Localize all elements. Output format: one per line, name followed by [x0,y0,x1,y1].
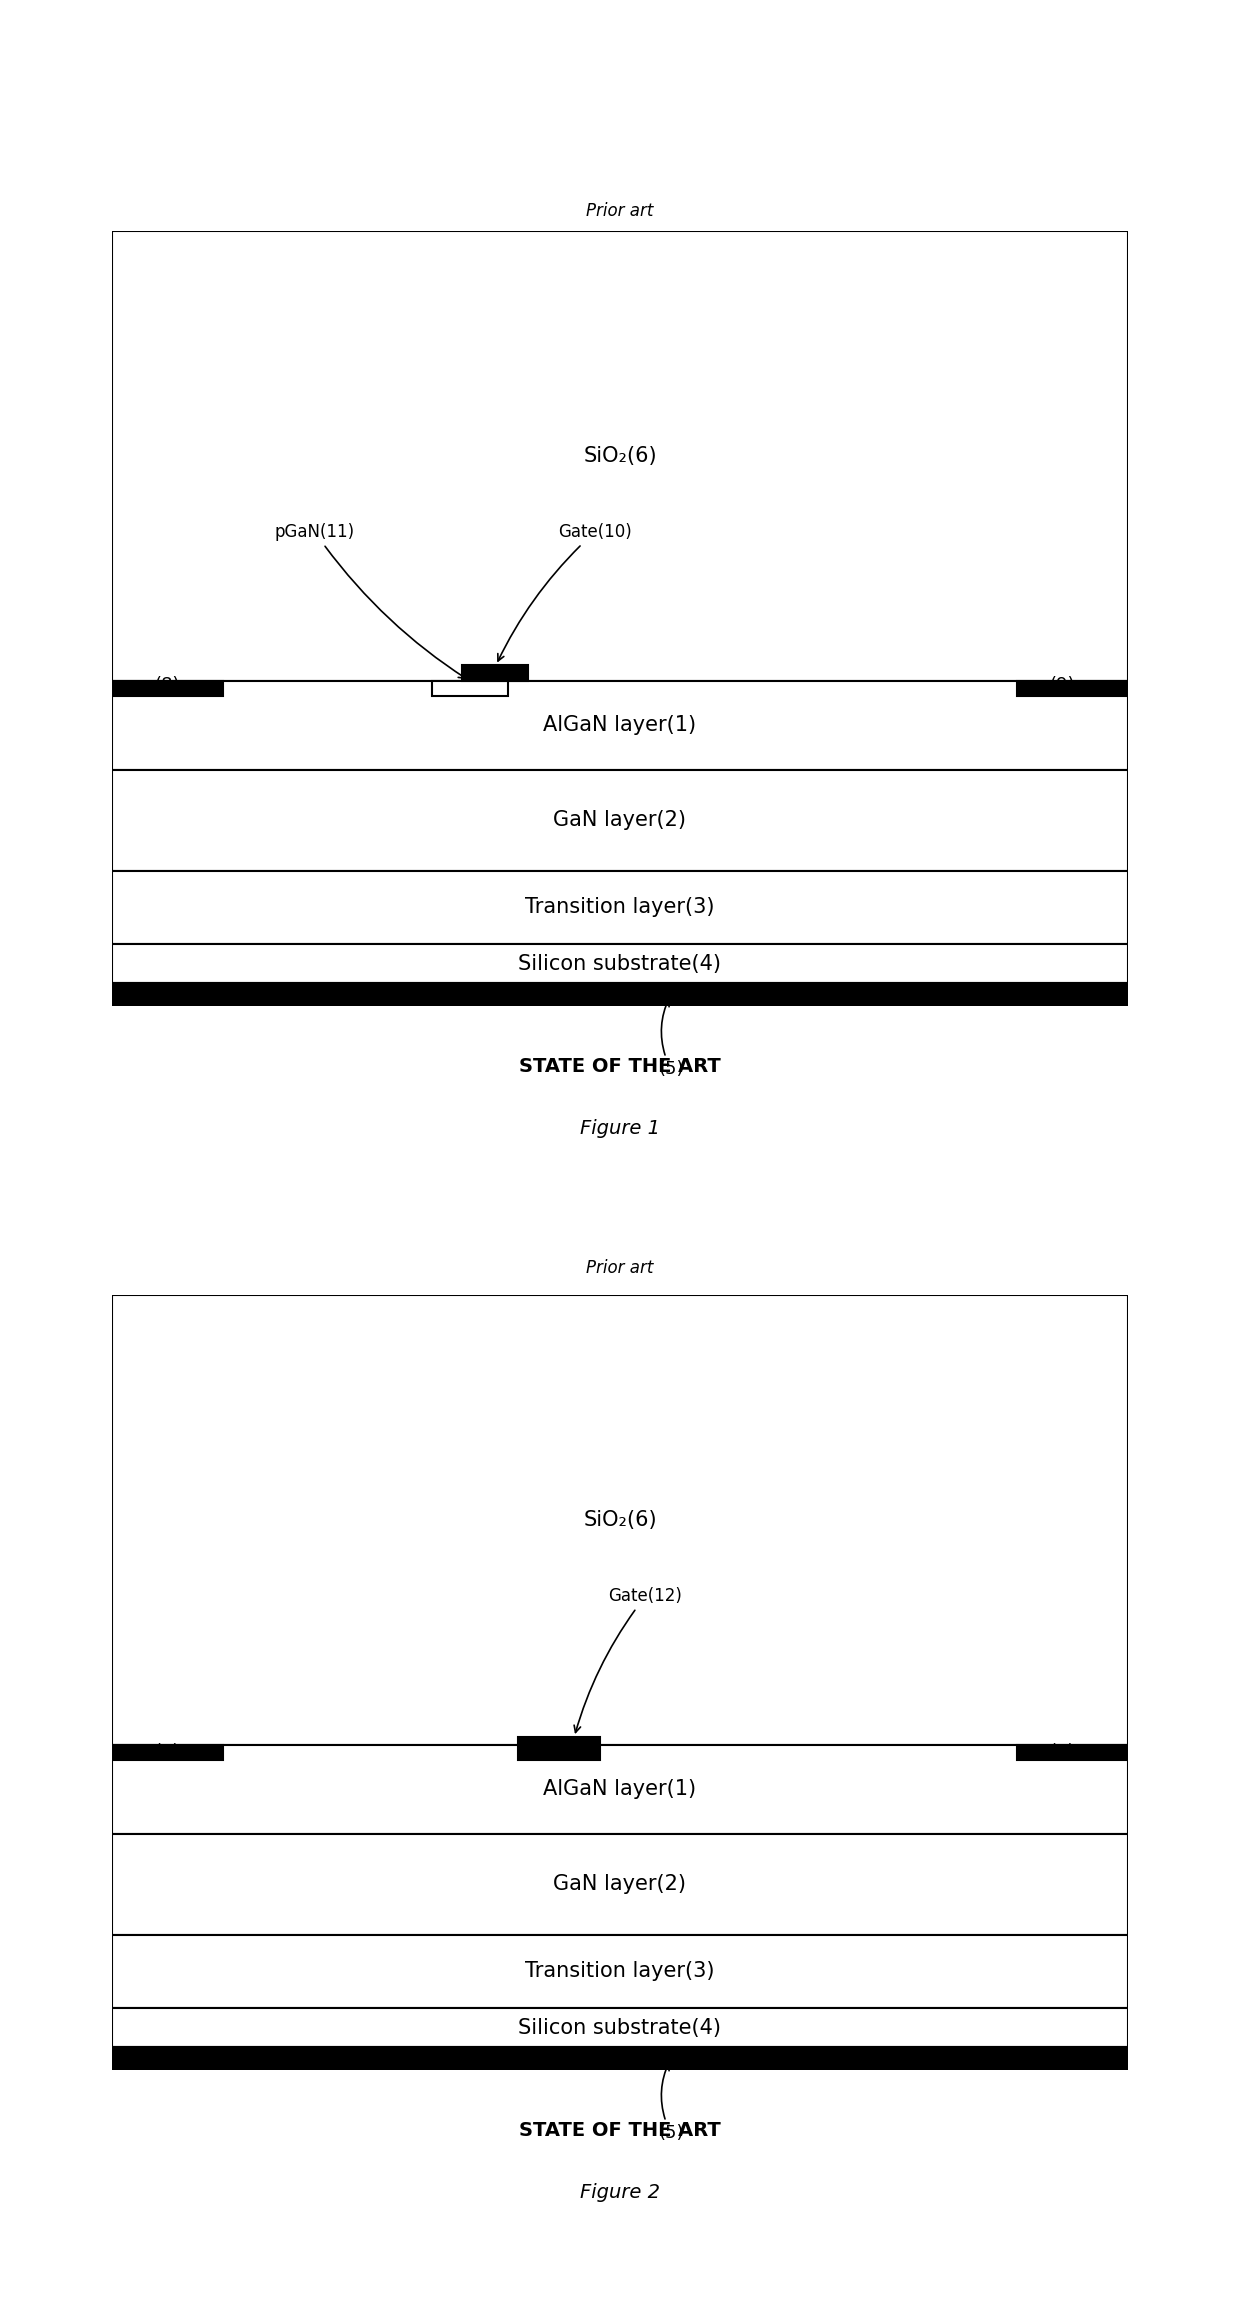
Bar [463,666,528,680]
Text: (8): (8) [155,675,180,694]
Bar [112,770,1128,870]
Bar [1017,1744,1128,1760]
Text: STATE OF THE ART: STATE OF THE ART [520,2121,720,2140]
Text: Silicon substrate(4): Silicon substrate(4) [518,2017,722,2038]
Text: AlGaN layer(1): AlGaN layer(1) [543,1779,697,1800]
Text: Prior art: Prior art [587,1258,653,1277]
Bar [112,1295,1128,1744]
Bar [112,870,1128,944]
Text: Transition layer(3): Transition layer(3) [526,897,714,918]
Bar [112,983,1128,1006]
Bar [112,1834,1128,1934]
Bar [112,1934,1128,2008]
Text: pGaN(11): pGaN(11) [275,523,465,678]
Text: Silicon substrate(4): Silicon substrate(4) [518,953,722,974]
Text: GaN layer(2): GaN layer(2) [553,1874,687,1894]
Text: Prior art: Prior art [587,201,653,220]
Bar [112,2047,1128,2070]
Text: (5): (5) [658,2063,683,2142]
Bar [112,231,1128,680]
Bar [432,680,508,696]
Text: SiO₂(6): SiO₂(6) [583,446,657,465]
Bar [112,680,1128,770]
Text: Transition layer(3): Transition layer(3) [526,1961,714,1982]
Text: AlGaN layer(1): AlGaN layer(1) [543,715,697,736]
Bar [112,1744,1128,1834]
Text: (9): (9) [1049,1744,1075,1763]
Bar [112,1744,223,1760]
Text: SiO₂(6): SiO₂(6) [583,1510,657,1529]
Text: (8): (8) [155,1744,180,1763]
Bar [112,2008,1128,2047]
Text: (5): (5) [658,999,683,1078]
Bar [112,680,223,696]
Text: Figure 1: Figure 1 [580,1119,660,1138]
Text: Gate(12): Gate(12) [574,1587,682,1732]
Text: Figure 2: Figure 2 [580,2183,660,2202]
Bar [518,1737,600,1760]
Text: GaN layer(2): GaN layer(2) [553,810,687,830]
Text: STATE OF THE ART: STATE OF THE ART [520,1057,720,1076]
Text: Gate(10): Gate(10) [497,523,631,662]
Bar [112,944,1128,983]
Bar [1017,680,1128,696]
Text: (9): (9) [1049,675,1075,694]
